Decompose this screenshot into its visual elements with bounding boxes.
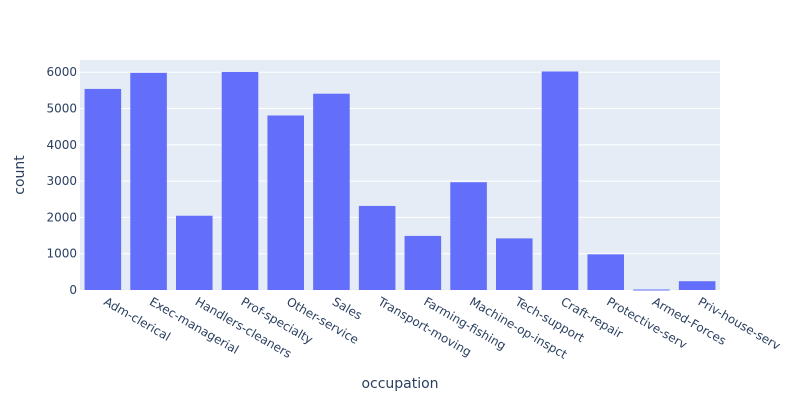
bar-other-service[interactable]	[267, 115, 304, 290]
y-tick-label: 2000	[46, 210, 77, 224]
y-tick-label: 5000	[46, 102, 77, 116]
x-tick-label: Sales	[330, 294, 365, 322]
bar-priv-house-serv[interactable]	[678, 281, 716, 290]
bar-sales[interactable]	[313, 93, 350, 290]
bars	[84, 71, 716, 291]
bar-adm-clerical[interactable]	[84, 88, 122, 290]
y-tick-label: 6000	[46, 65, 77, 79]
y-axis-ticks: 0 1000 2000 3000 4000 5000 6000	[46, 65, 77, 297]
x-axis-ticks: Adm-clericalExec-managerialHandlers-clea…	[101, 294, 782, 362]
bar-tech-support[interactable]	[496, 238, 533, 290]
bar-armed-forces[interactable]	[633, 289, 670, 291]
bar-prof-specialty[interactable]	[221, 71, 259, 290]
y-tick-label: 4000	[46, 138, 77, 152]
bar-handlers-cleaners[interactable]	[176, 215, 213, 290]
y-axis-title: count	[12, 155, 28, 195]
y-tick-label: 0	[69, 283, 77, 297]
x-axis-title: occupation	[361, 376, 438, 392]
y-tick-label: 1000	[46, 247, 77, 261]
bar-machine-op-inspct[interactable]	[450, 182, 487, 290]
bar-protective-serv[interactable]	[587, 254, 624, 290]
bar-exec-managerial[interactable]	[130, 72, 167, 290]
bar-transport-moving[interactable]	[358, 205, 396, 290]
bar-farming-fishing[interactable]	[404, 235, 442, 290]
y-tick-label: 3000	[46, 174, 77, 188]
bar-craft-repair[interactable]	[541, 71, 579, 290]
